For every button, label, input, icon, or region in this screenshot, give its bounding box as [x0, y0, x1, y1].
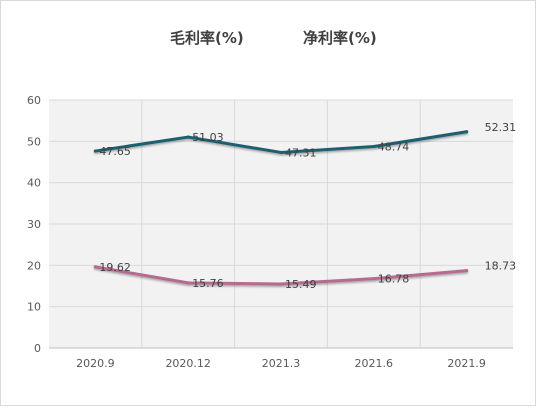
data-point[interactable]: [279, 282, 283, 286]
data-point[interactable]: [372, 144, 376, 149]
x-axis: 2020.9 2020.12 2021.3 2021.6 2021.9: [76, 357, 486, 370]
y-tick-label: 50: [27, 135, 41, 148]
y-tick-label: 60: [27, 94, 41, 107]
legend-item-net-margin[interactable]: 净利率(%): [269, 29, 377, 47]
y-tick-label: 20: [27, 259, 41, 272]
x-tick-label: 2021.6: [355, 357, 394, 370]
data-point[interactable]: [465, 130, 469, 134]
data-point[interactable]: [279, 150, 283, 155]
gridlines: [49, 99, 513, 349]
x-tick-label: 2020.9: [76, 357, 115, 370]
data-label: 51.03: [192, 131, 224, 144]
data-point[interactable]: [93, 149, 97, 153]
series-gross-margin: 47.65 51.03 47.31 48.74 52.31: [93, 121, 516, 159]
legend-item-gross-margin[interactable]: 毛利率(%): [136, 29, 244, 47]
data-label: 48.74: [378, 141, 410, 154]
data-label: 16.78: [378, 273, 410, 286]
x-tick-label: 2020.12: [165, 357, 211, 370]
data-point[interactable]: [93, 265, 97, 269]
data-point[interactable]: [186, 135, 190, 139]
x-tick-label: 2021.3: [262, 357, 301, 370]
data-point[interactable]: [372, 277, 376, 281]
data-label: 19.62: [99, 261, 130, 274]
y-tick-label: 40: [27, 177, 41, 190]
data-label: 18.73: [485, 260, 516, 273]
x-tick-label: 2021.9: [447, 357, 486, 370]
y-axis: 0 10 20 30 40 50 60: [27, 94, 41, 355]
data-point[interactable]: [465, 268, 469, 273]
y-tick-label: 30: [27, 218, 41, 231]
legend-label-net-margin: 净利率(%): [303, 29, 377, 47]
data-label: 15.49: [285, 278, 317, 291]
series-net-margin: 19.62 15.76 15.49 16.78 18.73: [93, 260, 516, 291]
y-tick-label: 0: [34, 342, 41, 355]
data-label: 47.65: [99, 145, 130, 158]
legend: 毛利率(%) 净利率(%): [136, 29, 377, 47]
series-layer: 47.65 51.03 47.31 48.74 52.31 19.62 15.76 15.49…: [93, 121, 516, 291]
data-point[interactable]: [186, 281, 190, 285]
legend-label-gross-margin: 毛利率(%): [170, 29, 244, 47]
y-tick-label: 10: [27, 301, 41, 314]
data-label: 15.76: [192, 277, 224, 290]
data-label: 47.31: [285, 146, 317, 159]
data-label: 52.31: [485, 121, 516, 134]
